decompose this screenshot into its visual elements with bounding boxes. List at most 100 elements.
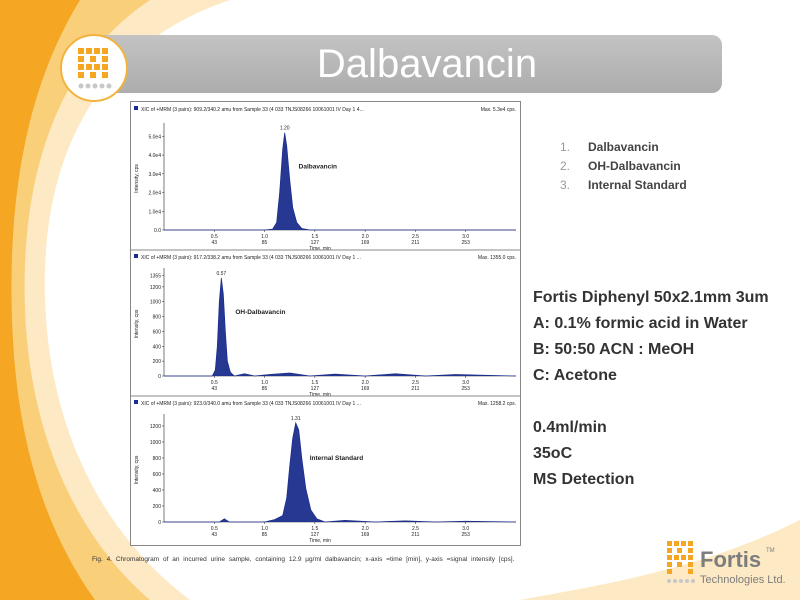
x-scan-label: 43 [212, 532, 218, 538]
trace-line [164, 277, 517, 377]
x-scan-label: 169 [361, 240, 370, 246]
y-tick-label: 1200 [150, 424, 161, 430]
compound-name: OH-Dalbavancin [588, 159, 681, 173]
trace-marker-icon [134, 254, 138, 258]
list-number: 1. [560, 140, 571, 154]
x-tick-label: 2.5 [412, 234, 419, 240]
x-axis-label: Time, min [309, 538, 331, 544]
x-tick-label: 0.5 [211, 380, 218, 386]
brand-trademark: TM [766, 548, 775, 554]
brand-subtitle: Technologies Ltd. [700, 574, 786, 586]
compound-label: Dalbavancin [299, 164, 337, 171]
list-item: 3. Internal Standard [560, 176, 687, 195]
x-tick-label: 2.5 [412, 380, 419, 386]
x-scan-label: 43 [212, 240, 218, 246]
y-axis-label: Intensity, cps [134, 455, 140, 484]
y-tick-label: 800 [153, 315, 162, 321]
x-tick-label: 2.0 [362, 526, 369, 532]
chromatogram-panel: XIC of +MRM (3 pairs): 909.2/340.2 amu f… [130, 101, 521, 546]
y-tick-label: 400 [153, 488, 162, 494]
peak-rt-label: 0.57 [216, 271, 226, 277]
detection: MS Detection [533, 471, 635, 488]
peak-rt-label: 1.31 [291, 416, 301, 422]
x-tick-label: 2.0 [362, 234, 369, 240]
y-tick-label: 1000 [150, 440, 161, 446]
method-conditions: Fortis Diphenyl 50x2.1mm 3um A: 0.1% for… [533, 285, 769, 493]
y-axis-label: Intensity, cps [134, 309, 140, 338]
trace-max-label: Max. 1355.0 cps. [478, 255, 516, 261]
x-axis-label: Time, min [309, 392, 331, 398]
peak-area [164, 422, 516, 522]
x-axis-label: Time, min [309, 246, 331, 252]
y-tick-label: 800 [153, 456, 162, 462]
y-tick-label: 3.0e4 [148, 172, 161, 178]
compound-list: 1. Dalbavancin 2. OH-Dalbavancin 3. Interna… [560, 138, 687, 195]
y-tick-label: 0 [158, 520, 161, 526]
trace-line [164, 132, 516, 231]
y-tick-label: 1000 [150, 300, 161, 306]
x-scan-label: 85 [262, 386, 268, 392]
x-scan-label: 169 [361, 386, 370, 392]
y-tick-label: 0.0 [154, 228, 161, 234]
compound-label: Internal Standard [310, 455, 363, 462]
y-tick-label: 200 [153, 504, 162, 510]
slide-title: Dalbavancin [316, 42, 538, 86]
mobile-phase-b: B: 50:50 ACN : MeOH [533, 341, 695, 358]
x-tick-label: 3.0 [462, 526, 469, 532]
x-tick-label: 2.0 [362, 380, 369, 386]
x-scan-label: 169 [361, 532, 370, 538]
flow-rate: 0.4ml/min [533, 419, 607, 436]
mobile-phase-a: A: 0.1% formic acid in Water [533, 315, 748, 332]
y-tick-label: 1200 [150, 285, 161, 291]
x-tick-label: 3.0 [462, 380, 469, 386]
list-number: 2. [560, 159, 571, 173]
x-tick-label: 1.0 [261, 234, 268, 240]
y-tick-label: 1.0e4 [148, 209, 161, 215]
chromatogram-svg: XIC of +MRM (3 pairs): 909.2/340.2 amu f… [131, 106, 520, 544]
x-scan-label: 127 [311, 386, 320, 392]
y-tick-label: 600 [153, 329, 162, 335]
x-scan-label: 43 [212, 386, 218, 392]
trace-max-label: Max. 5.3e4 cps. [481, 107, 516, 113]
mobile-phase-c: C: Acetone [533, 367, 617, 384]
y-tick-label: 5.0e4 [148, 134, 161, 140]
peak-rt-label: 1.20 [280, 126, 290, 132]
x-tick-label: 1.0 [261, 380, 268, 386]
x-tick-label: 1.0 [261, 526, 268, 532]
x-tick-label: 1.5 [311, 234, 318, 240]
trace-header: XIC of +MRM (3 pairs): 917.2/338.2 amu f… [141, 255, 361, 261]
trace-header: XIC of +MRM (3 pairs): 909.2/340.2 amu f… [141, 107, 364, 113]
y-tick-label: 200 [153, 359, 162, 365]
y-tick-label: 600 [153, 472, 162, 478]
fortis-dot-logo-icon [78, 48, 112, 89]
x-tick-label: 1.5 [311, 526, 318, 532]
y-axis-label: Intensity, cps [134, 164, 140, 193]
trace-line [164, 421, 517, 523]
trace-marker-icon [134, 106, 138, 110]
fortis-logo-badge [60, 34, 128, 102]
column-line: Fortis Diphenyl 50x2.1mm 3um [533, 289, 769, 306]
compound-name: Dalbavancin [588, 140, 659, 154]
x-tick-label: 0.5 [211, 526, 218, 532]
trace-max-label: Max. 1258.2 cps. [478, 401, 516, 407]
trace-header: XIC of +MRM (3 pairs): 923.0/340.0 amu f… [141, 401, 361, 407]
x-scan-label: 253 [462, 532, 471, 538]
trace-marker-icon [134, 400, 138, 404]
fortis-brand-icon [667, 541, 695, 583]
list-item: 2. OH-Dalbavancin [560, 157, 687, 176]
x-scan-label: 127 [311, 532, 320, 538]
peak-area [164, 132, 516, 230]
figure-caption: Fig. 4. Chromatogram of an incurred urin… [92, 556, 515, 563]
y-tick-label: 1355 [150, 273, 161, 279]
x-tick-label: 0.5 [211, 234, 218, 240]
temperature: 35oC [533, 445, 573, 462]
compound-name: Internal Standard [588, 178, 687, 192]
x-scan-label: 211 [411, 240, 419, 246]
list-number: 3. [560, 178, 571, 192]
compound-label: OH-Dalbavancin [235, 309, 285, 316]
x-scan-label: 211 [411, 386, 419, 392]
x-scan-label: 253 [462, 240, 471, 246]
x-tick-label: 3.0 [462, 234, 469, 240]
x-tick-label: 1.5 [311, 380, 318, 386]
